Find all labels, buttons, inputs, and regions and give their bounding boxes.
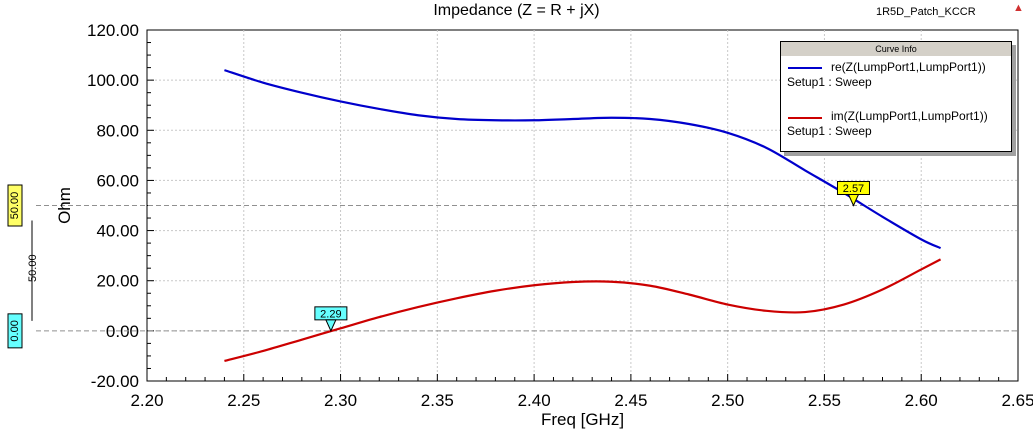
legend-entry-re-setup: Setup1 : Sweep bbox=[787, 75, 872, 89]
warning-triangle-icon[interactable]: ▲ bbox=[1013, 2, 1024, 14]
legend-entry-re-name: re(Z(LumpPort1,LumpPort1)) bbox=[831, 60, 986, 74]
legend-entry-im-setup: Setup1 : Sweep bbox=[787, 124, 872, 138]
x-tick-label: 2.35 bbox=[421, 391, 454, 410]
y-axis-label: Ohm bbox=[55, 187, 74, 224]
x-tick-label: 2.25 bbox=[227, 391, 260, 410]
chart-title: Impedance (Z = R + jX) bbox=[433, 2, 600, 19]
curve-marker-label: 2.29 bbox=[320, 308, 341, 320]
left-marker-box bbox=[7, 184, 23, 227]
curve-marker-pointer bbox=[325, 319, 337, 333]
x-tick-label: 2.55 bbox=[808, 391, 841, 410]
series-line-im bbox=[224, 258, 942, 363]
y-tick-label: -20.00 bbox=[91, 372, 139, 391]
legend-title: Curve Info bbox=[781, 42, 1011, 56]
legend-entry-im-name: im(Z(LumpPort1,LumpPort1)) bbox=[831, 109, 988, 123]
legend[interactable]: Curve Info re(Z(LumpPort1,LumpPort1)) Se… bbox=[780, 41, 1012, 152]
left-marker-box bbox=[7, 313, 23, 349]
x-tick-label: 2.40 bbox=[518, 391, 551, 410]
x-axis-label: Freq [GHz] bbox=[541, 410, 624, 429]
y-tick-label: 100.00 bbox=[87, 71, 139, 90]
x-tick-label: 2.45 bbox=[614, 391, 647, 410]
legend-swatch-re bbox=[788, 67, 822, 69]
y-tick-label: 120.00 bbox=[87, 21, 139, 40]
x-tick-label: 2.20 bbox=[130, 391, 163, 410]
x-tick-label: 2.50 bbox=[711, 391, 744, 410]
left-marker-label: 0.00 bbox=[9, 320, 21, 341]
x-tick-label: 2.30 bbox=[324, 391, 357, 410]
y-tick-label: 80.00 bbox=[96, 121, 139, 140]
curve-marker-label: 2.57 bbox=[843, 183, 864, 195]
left-marker-label: 50.00 bbox=[9, 192, 21, 220]
x-tick-label: 2.60 bbox=[905, 391, 938, 410]
y-tick-label: 60.00 bbox=[96, 171, 139, 190]
design-name-label: 1R5D_Patch_KCCR bbox=[876, 6, 976, 18]
curve-marker-pointer bbox=[847, 194, 860, 207]
legend-swatch-im bbox=[788, 117, 822, 119]
y-tick-label: 20.00 bbox=[96, 272, 139, 291]
marker-span-label: 50.00 bbox=[27, 254, 39, 282]
y-tick-label: 40.00 bbox=[96, 222, 139, 241]
x-tick-label: 2.65 bbox=[1001, 391, 1033, 410]
y-tick-label: 0.00 bbox=[106, 322, 139, 341]
